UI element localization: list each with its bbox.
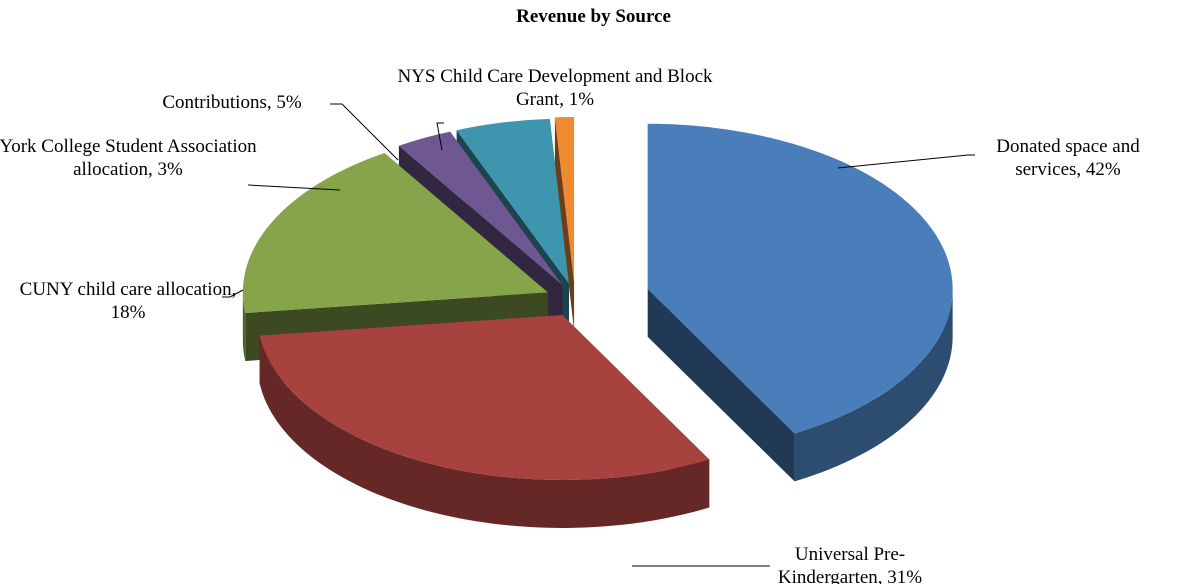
leader-line	[330, 103, 399, 161]
slice	[554, 117, 575, 283]
slice-side	[242, 292, 246, 362]
leader-line	[222, 289, 244, 298]
chart-title: Revenue by Source	[516, 6, 671, 27]
leader-line	[837, 154, 975, 169]
slice	[398, 131, 563, 286]
data-label: NYS Child Care Development and Block Gra…	[397, 66, 713, 110]
slice	[456, 118, 569, 284]
leader-line	[436, 122, 444, 151]
data-label: Universal Pre-Kindergarten, 31%	[777, 544, 923, 584]
data-label: Contributions, 5%	[162, 92, 302, 113]
data-label: York College Student Association allocat…	[0, 136, 257, 180]
slice-side	[259, 335, 710, 528]
data-label: CUNY child care allocation, 18%	[19, 279, 237, 323]
data-label: Donated space and services, 42%	[996, 136, 1140, 180]
leader-line	[247, 184, 341, 191]
slice-wall	[554, 117, 575, 331]
slice-wall	[647, 288, 795, 482]
slice	[259, 314, 710, 480]
slice	[647, 123, 953, 434]
slice	[242, 153, 548, 314]
slice-side	[794, 288, 953, 482]
